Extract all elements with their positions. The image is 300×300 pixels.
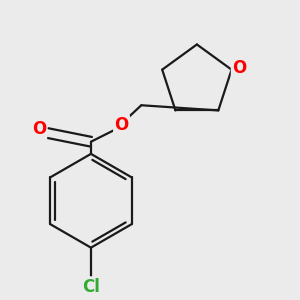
- Text: O: O: [232, 59, 246, 77]
- Text: O: O: [114, 116, 129, 134]
- Text: O: O: [32, 120, 46, 138]
- Text: Cl: Cl: [82, 278, 100, 296]
